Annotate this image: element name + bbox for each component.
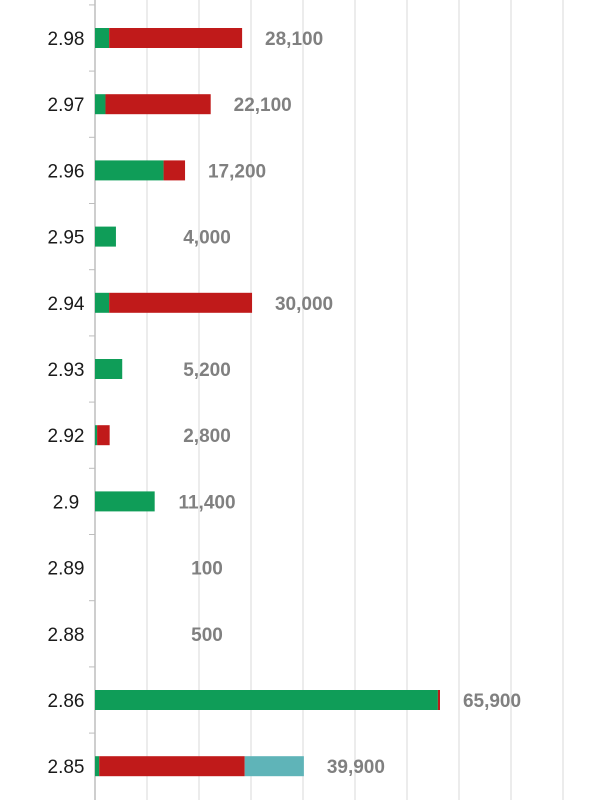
volume-data-label: 11,400 (178, 492, 235, 513)
bar-buy-segment (95, 28, 110, 48)
bar-sell-segment (437, 690, 440, 710)
price-tick-label: 2.85 (48, 757, 85, 778)
price-tick-label: 2.96 (48, 161, 85, 182)
bar-buy-segment (95, 226, 116, 247)
bar-buy-segment (95, 94, 106, 115)
volume-data-label: 39,900 (327, 757, 385, 778)
bar-sell-segment (99, 756, 245, 777)
bar-buy-segment (95, 359, 123, 379)
bar-buy-segment (95, 690, 438, 710)
price-tick-label: 2.97 (48, 95, 85, 116)
volume-data-label: 22,100 (234, 95, 292, 116)
price-tick-label: 2.95 (48, 228, 85, 249)
price-tick-label: 2.86 (48, 691, 85, 712)
volume-data-label: 4,000 (183, 228, 231, 249)
bar-buy-segment (95, 292, 110, 313)
bar-other-segment (244, 756, 304, 777)
volume-data-label: 500 (191, 625, 223, 646)
price-tick-label: 2.89 (48, 559, 85, 580)
volume-data-label: 65,900 (463, 691, 521, 712)
price-tick-label: 2.9 (53, 492, 79, 513)
price-tick-label: 2.88 (48, 625, 85, 646)
price-tick-label: 2.92 (48, 426, 85, 447)
price-tick-label: 2.93 (48, 360, 85, 381)
bar-buy-segment (95, 491, 155, 512)
volume-data-label: 17,200 (208, 161, 266, 182)
volume-data-label: 5,200 (183, 360, 231, 381)
price-tick-label: 2.94 (48, 294, 85, 315)
volume-data-label: 100 (191, 559, 223, 580)
bar-buy-segment (95, 425, 98, 446)
bar-sell-segment (163, 160, 186, 181)
volume-data-label: 2,800 (183, 426, 231, 447)
volume-data-label: 30,000 (275, 294, 333, 315)
bar-sell-segment (97, 425, 110, 446)
bar-buy-segment (95, 160, 164, 181)
price-tick-label: 2.98 (48, 29, 85, 50)
bar-sell-segment (109, 28, 243, 48)
bar-sell-segment (109, 292, 253, 313)
bar-sell-segment (105, 94, 211, 115)
bar-buy-segment (95, 756, 100, 777)
volume-data-label: 28,100 (265, 29, 323, 50)
